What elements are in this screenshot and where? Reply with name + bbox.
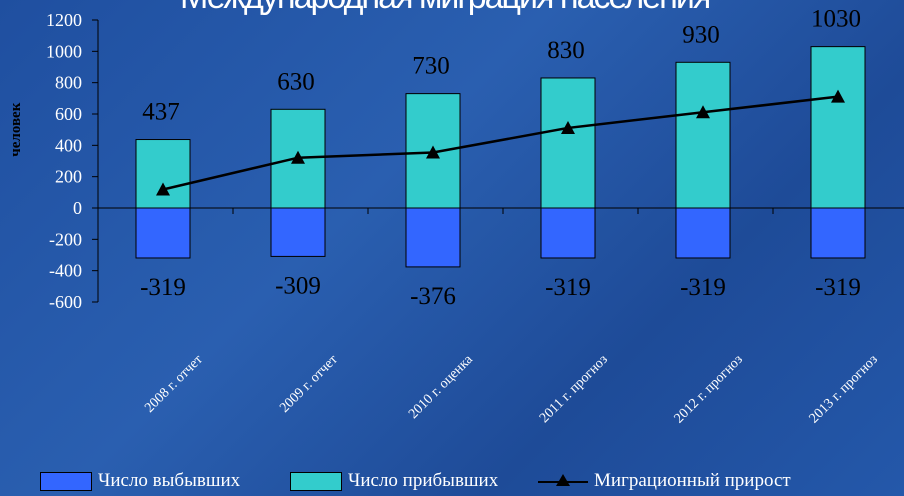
legend: Число выбывших Число прибывших Миграцион… bbox=[0, 468, 904, 496]
x-category-label: 2009 г. отчет bbox=[277, 352, 341, 416]
x-category-label: 2011 г. прогноз bbox=[537, 352, 611, 426]
data-label-departed: -319 bbox=[815, 274, 861, 301]
legend-label-departed: Число выбывших bbox=[98, 470, 241, 491]
bar-arrived bbox=[675, 61, 731, 209]
x-category-label: 2008 г. отчет bbox=[142, 352, 206, 416]
bar-departed bbox=[405, 207, 461, 268]
point-migration-growth bbox=[831, 89, 845, 103]
x-category-label: 2010 г. оценка bbox=[406, 352, 476, 422]
y-tick-label: 0 bbox=[73, 198, 82, 218]
data-label-departed: -376 bbox=[410, 283, 456, 310]
data-label-departed: -309 bbox=[275, 272, 321, 299]
y-tick-label: 200 bbox=[55, 167, 82, 187]
y-tick-label: 600 bbox=[55, 104, 82, 124]
data-label-arrived: 630 bbox=[277, 68, 315, 95]
y-tick-label: 1000 bbox=[46, 41, 82, 61]
legend-item-departed: Число выбывших bbox=[40, 470, 240, 492]
point-migration-growth bbox=[156, 182, 170, 196]
data-label-arrived: 730 bbox=[412, 53, 450, 80]
y-axis-label: человек bbox=[8, 102, 24, 156]
y-tick-label: -200 bbox=[49, 229, 82, 249]
legend-item-migration-growth: Миграционный прирост bbox=[538, 470, 791, 492]
chart-canvas: 1200 1000 800 600 400 200 0 -200 -400 -600 человек… bbox=[8, 5, 904, 427]
bar-departed bbox=[135, 207, 191, 259]
x-category-label: 2013 г. прогноз bbox=[807, 352, 882, 427]
legend-label-migration-growth: Миграционный прирост bbox=[594, 470, 791, 491]
x-category-label: 2012 г. прогноз bbox=[672, 352, 747, 427]
bar-departed bbox=[810, 207, 866, 259]
legend-swatch-departed bbox=[40, 471, 92, 491]
bar-departed bbox=[270, 207, 326, 257]
bar-arrived bbox=[135, 139, 191, 209]
data-label-arrived: 1030 bbox=[811, 6, 861, 33]
legend-label-arrived: Число прибывших bbox=[348, 470, 499, 491]
data-label-arrived: 830 bbox=[547, 37, 585, 64]
point-migration-growth bbox=[561, 120, 575, 134]
legend-item-arrived: Число прибывших bbox=[290, 470, 498, 492]
bar-departed bbox=[675, 207, 731, 259]
point-migration-growth bbox=[426, 145, 440, 159]
bar-arrived bbox=[540, 77, 596, 209]
data-label-departed: -319 bbox=[545, 274, 591, 301]
y-tick-label: 1200 bbox=[46, 10, 82, 30]
point-migration-growth bbox=[291, 150, 305, 164]
data-label-arrived: 930 bbox=[682, 21, 720, 48]
legend-line-migration-growth bbox=[538, 473, 588, 490]
point-migration-growth bbox=[696, 105, 710, 119]
bar-departed bbox=[540, 207, 596, 259]
data-label-arrived: 437 bbox=[142, 99, 180, 126]
y-tick-label: -400 bbox=[49, 261, 82, 281]
y-tick-label: 400 bbox=[55, 135, 82, 155]
data-label-departed: -319 bbox=[680, 274, 726, 301]
legend-swatch-arrived bbox=[290, 471, 342, 491]
line-migration-growth bbox=[162, 95, 839, 191]
bar-arrived bbox=[810, 46, 866, 209]
y-tick-label: 800 bbox=[55, 73, 82, 93]
y-tick-label: -600 bbox=[49, 292, 82, 312]
data-label-departed: -319 bbox=[140, 274, 186, 301]
